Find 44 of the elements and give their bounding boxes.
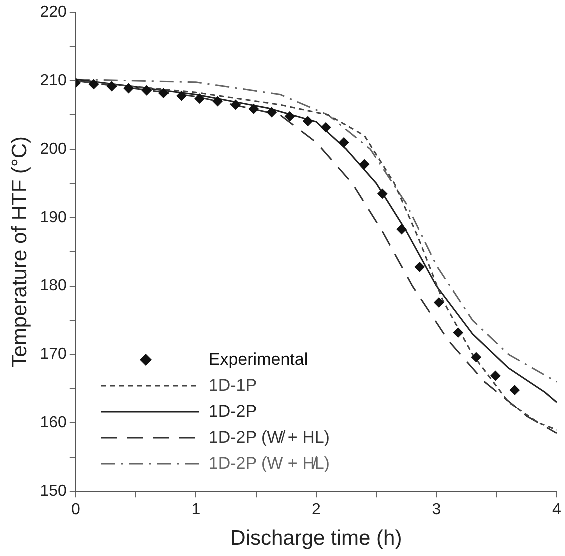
point <box>490 370 501 381</box>
point <box>248 104 259 114</box>
point <box>339 138 350 148</box>
x-tick-label: 4 <box>552 502 562 519</box>
point <box>284 112 295 122</box>
point <box>266 108 277 118</box>
text: 1D-2P <box>208 400 258 423</box>
y-tick-label: 200 <box>40 140 67 158</box>
y-tick-label: 210 <box>40 72 67 90</box>
point <box>158 88 169 98</box>
text: 1D-2P (W̸ + HL) <box>208 426 330 449</box>
y-tick-label: 190 <box>40 209 67 226</box>
point <box>396 224 407 235</box>
point <box>453 328 464 338</box>
point <box>212 96 223 107</box>
x-axis-title: Discharge time (h) <box>230 527 402 550</box>
point <box>510 385 520 396</box>
point <box>142 86 152 96</box>
x-tick-label: 1 <box>192 502 201 519</box>
y-tick-label: 170 <box>40 346 67 364</box>
point <box>124 84 134 94</box>
point <box>88 79 99 90</box>
point <box>434 298 444 308</box>
point <box>194 94 205 104</box>
point <box>321 122 332 133</box>
point <box>176 91 187 102</box>
y-tick-label: 160 <box>40 414 67 432</box>
y-axis-title: Temperature of HTF (°C) <box>8 136 32 368</box>
point <box>106 82 117 92</box>
point <box>378 188 388 199</box>
y-tick-label: 150 <box>40 483 67 500</box>
x-tick-label: 2 <box>312 502 321 519</box>
point <box>414 262 425 272</box>
point <box>303 116 314 126</box>
text: 1D-1P <box>208 374 258 397</box>
x-tick-label: 0 <box>71 502 80 519</box>
y-tick-label: 220 <box>40 4 67 22</box>
point <box>230 100 241 110</box>
y-tick-label: 180 <box>40 278 67 295</box>
text: Experimental <box>208 348 308 371</box>
text: 1D-2P (W + H̸L) <box>208 452 330 475</box>
point <box>360 160 370 170</box>
x-tick-label: 3 <box>432 502 442 519</box>
point <box>471 352 482 362</box>
